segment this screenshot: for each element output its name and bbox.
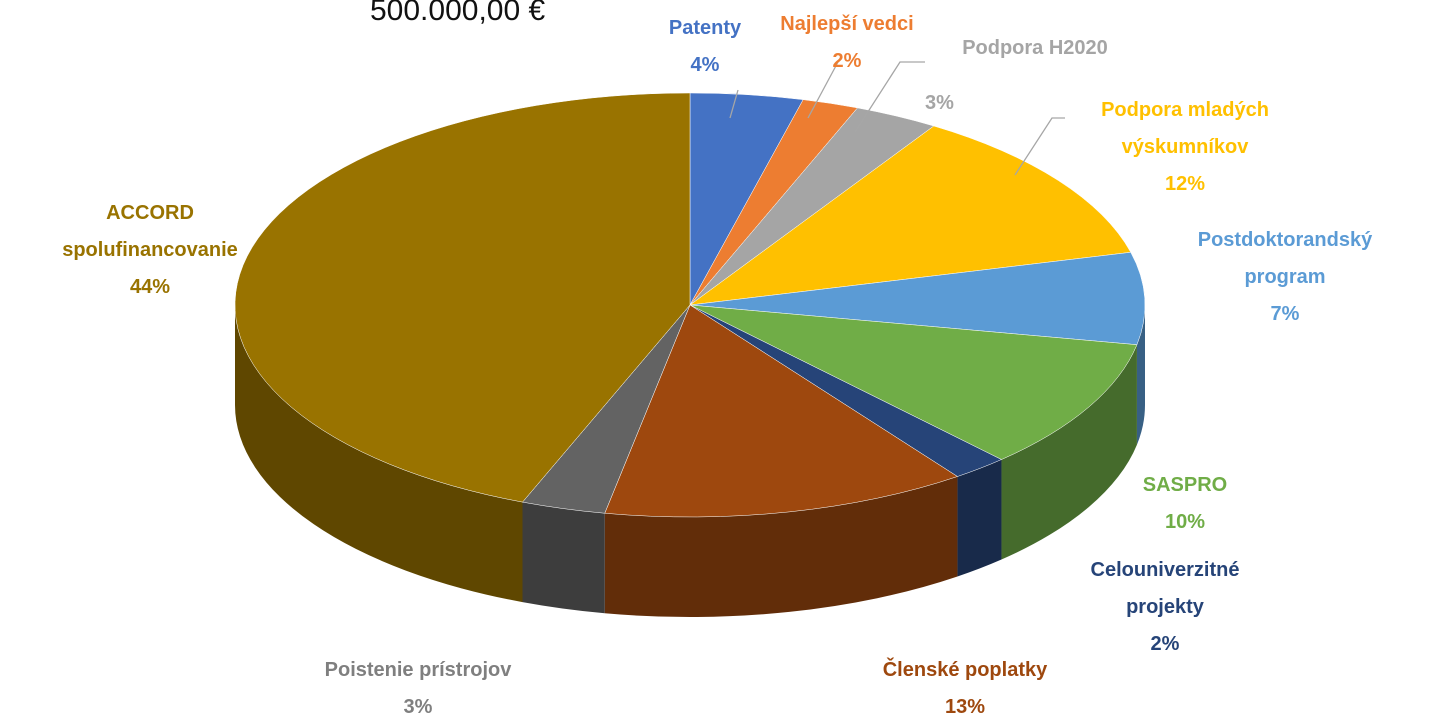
data-label: Podpora H2020 3% [925, 30, 1145, 122]
leader-line [854, 61, 925, 133]
category-label: Podpora mladých výskumníkov [1101, 99, 1269, 158]
category-label: Postdoktorandský program [1197, 229, 1373, 288]
slice-side [1001, 344, 1137, 560]
slice-side [522, 502, 605, 614]
slice-side [604, 476, 958, 617]
value-label: 44% [129, 276, 171, 298]
data-label: ACCORD spolufinancovanie 44% [45, 195, 255, 306]
data-label: Členské poplatky 13% [815, 652, 1115, 726]
slice [604, 304, 959, 518]
category-label: Najlepší vedci [780, 13, 914, 35]
data-label: Patenty 4% [635, 10, 775, 84]
data-label: Celouniverzitné projekty 2% [1050, 552, 1280, 663]
value-label: 3% [925, 92, 954, 114]
value-label: 2% [832, 50, 862, 72]
slice [689, 304, 1138, 460]
slice [689, 125, 1132, 306]
data-label: Poistenie prístrojov 3% [268, 652, 568, 726]
category-label: Poistenie prístrojov [324, 659, 512, 681]
category-label: Podpora H2020 [962, 37, 1108, 59]
data-label: Podpora mladých výskumníkov 12% [1065, 92, 1305, 203]
category-label: Celouniverzitné projekty [1090, 559, 1240, 618]
value-label: 2% [1150, 633, 1180, 655]
chart-title: 500.000,00 € [370, 0, 546, 27]
leader-line [729, 89, 739, 119]
value-label: 7% [1270, 303, 1300, 325]
value-label: 10% [1164, 511, 1206, 533]
category-label: SASPRO [1142, 474, 1228, 496]
data-label: SASPRO 10% [1085, 467, 1285, 541]
category-label: Patenty [668, 17, 742, 39]
category-label: ACCORD spolufinancovanie [62, 202, 238, 261]
category-label: Členské poplatky [882, 659, 1048, 681]
value-label: 4% [690, 54, 720, 76]
slice [234, 92, 691, 503]
leader-line [807, 61, 839, 119]
value-label: 13% [944, 696, 986, 718]
value-label: 12% [1164, 173, 1206, 195]
data-label: Postdoktorandský program 7% [1165, 222, 1405, 333]
leader-line [1014, 117, 1065, 176]
value-label: 3% [403, 696, 433, 718]
data-label: Najlepší vedci 2% [747, 6, 947, 80]
slice [689, 252, 1146, 345]
slice-side [957, 459, 1002, 577]
slice-side [235, 305, 523, 603]
